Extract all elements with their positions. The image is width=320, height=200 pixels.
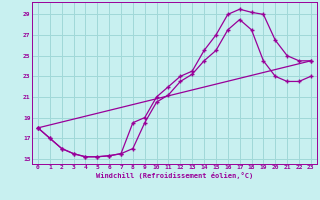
X-axis label: Windchill (Refroidissement éolien,°C): Windchill (Refroidissement éolien,°C) xyxy=(96,172,253,179)
